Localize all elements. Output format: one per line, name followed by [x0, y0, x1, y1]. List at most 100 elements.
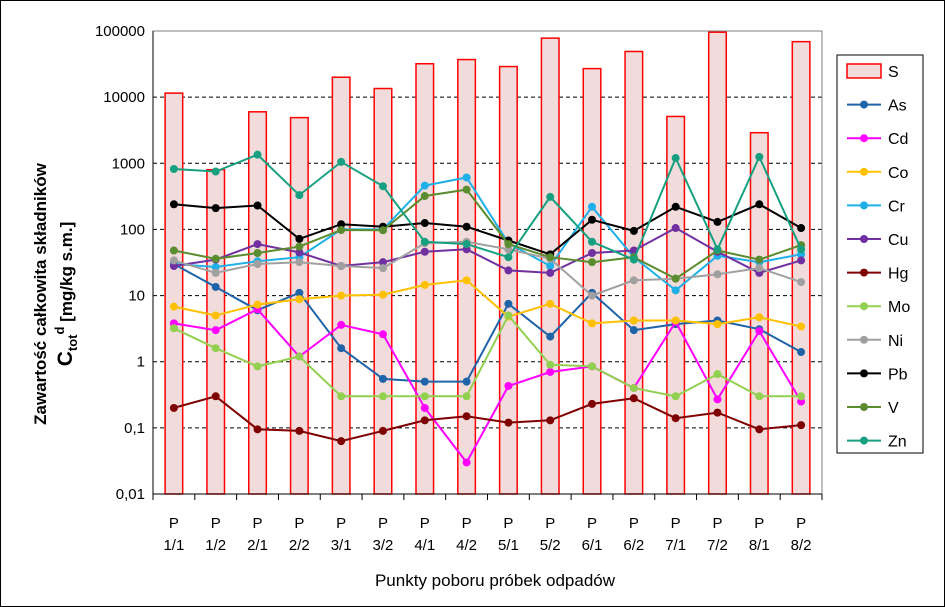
- series-point-V: [420, 192, 429, 201]
- x-tick-label-top: P: [629, 515, 639, 532]
- series-point-Ni: [295, 258, 304, 267]
- series-point-Hg: [629, 394, 638, 403]
- series-point-Hg: [253, 425, 262, 434]
- series-line-Cd: [173, 308, 802, 465]
- y-axis-title: Zawartość całkowita składników Ctotd [mg…: [31, 162, 80, 424]
- series-point-Cd: [462, 458, 471, 467]
- series-line-V: [173, 188, 802, 280]
- series-point-Mo: [629, 384, 638, 393]
- series-point-Hg: [211, 392, 220, 401]
- series-point-As: [504, 299, 513, 308]
- series-point-Cd: [211, 326, 220, 335]
- legend-label-V: V: [888, 400, 899, 417]
- series-point-Cu: [169, 261, 178, 270]
- series-point-Hg: [420, 416, 429, 425]
- series-point-Pb: [462, 222, 471, 231]
- bar-S: [331, 76, 351, 495]
- x-tick-label-top: P: [796, 515, 806, 532]
- legend-label-Cr: Cr: [888, 198, 906, 215]
- y-axis-title-line2: Ctotd [mg/kg s.m.]: [52, 222, 80, 367]
- series-point-Cu: [295, 248, 304, 257]
- bar-S: [164, 92, 184, 495]
- series-point-Mo: [588, 362, 597, 371]
- series-point-Ni: [797, 278, 806, 287]
- x-tick-label-bottom: 7/2: [707, 537, 728, 554]
- legend: S As Cd Co Cr Cu Hg Mo Ni Pb V Zn: [836, 54, 924, 454]
- series-line-Cr: [173, 176, 802, 292]
- series-line-Pb: [173, 203, 802, 256]
- series-point-Cd: [337, 320, 346, 329]
- series-point-Hg: [169, 403, 178, 412]
- legend-marker-Hg: [860, 268, 868, 277]
- x-tick-label-top: P: [336, 515, 346, 532]
- series-point-Co: [588, 319, 597, 328]
- series-point-Zn: [253, 150, 262, 159]
- series-point-V: [253, 249, 262, 258]
- series-point-Co: [755, 313, 764, 322]
- series-point-Pb: [169, 200, 178, 209]
- legend-marker-Cr: [860, 201, 868, 210]
- series-point-Ni: [588, 291, 597, 300]
- series-point-As: [629, 326, 638, 335]
- x-tick-label-bottom: 3/2: [373, 537, 394, 554]
- series-point-Hg: [378, 426, 387, 435]
- series-point-Zn: [797, 245, 806, 254]
- series-point-Co: [797, 322, 806, 331]
- series-point-Cu: [797, 256, 806, 265]
- series-point-Ni: [713, 270, 722, 279]
- legend-marker-Pb: [860, 369, 868, 378]
- series-point-Mo: [420, 392, 429, 401]
- legend-label-Pb: Pb: [888, 366, 908, 383]
- x-tick-label-top: P: [462, 515, 472, 532]
- y-axis-superscript: d: [52, 327, 67, 335]
- series-point-Hg: [588, 399, 597, 408]
- y-axis-subscript: tot: [65, 334, 80, 351]
- series-point-Pb: [420, 219, 429, 228]
- y-tick-label: 1000: [112, 155, 145, 172]
- series-point-Hg: [295, 426, 304, 435]
- legend-label-Zn: Zn: [888, 434, 907, 451]
- series-point-Mo: [755, 392, 764, 401]
- series-point-Cu: [504, 266, 513, 275]
- series-point-Pb: [211, 204, 220, 213]
- y-tick-label: 100: [120, 221, 145, 238]
- series-point-Zn: [462, 240, 471, 249]
- series-point-Mo: [504, 311, 513, 320]
- series-point-Pb: [337, 220, 346, 229]
- y-tick-label: 1: [137, 354, 145, 371]
- x-tick-label-top: P: [587, 515, 597, 532]
- x-tick-label-top: P: [294, 515, 304, 532]
- series-point-Mo: [211, 344, 220, 353]
- series-point-Mo: [546, 360, 555, 369]
- series-point-V: [211, 254, 220, 263]
- series-point-V: [588, 258, 597, 267]
- series-point-As: [378, 374, 387, 383]
- x-tick-label-bottom: 4/2: [456, 537, 477, 554]
- legend-marker-V: [860, 403, 868, 411]
- x-tick-label-top: P: [503, 515, 513, 532]
- x-tick-label-bottom: 1/2: [205, 537, 226, 554]
- series-point-Hg: [546, 416, 555, 425]
- series-point-Pb: [253, 201, 262, 210]
- series-point-Cu: [671, 224, 680, 233]
- x-tick-label-top: P: [545, 515, 555, 532]
- legend-marker-Zn: [860, 436, 868, 445]
- legend-label-Hg: Hg: [888, 266, 908, 283]
- series-point-Cu: [588, 249, 597, 258]
- x-tick-label-bottom: 5/1: [498, 537, 519, 554]
- x-tick-label-bottom: 4/1: [414, 537, 435, 554]
- series-point-Zn: [588, 237, 597, 246]
- legend-marker-Mo: [860, 302, 868, 311]
- x-tick-label-bottom: 6/1: [582, 537, 603, 554]
- series-line-Hg: [173, 395, 802, 443]
- x-tick-label-top: P: [211, 515, 221, 532]
- x-tick-label-top: P: [671, 515, 681, 532]
- legend-label-Mo: Mo: [888, 299, 910, 316]
- series-point-Cd: [755, 327, 764, 336]
- x-tick-label-bottom: 6/2: [623, 537, 644, 554]
- y-tick-label: 10000: [103, 89, 145, 106]
- series-point-Hg: [671, 414, 680, 423]
- series-point-Hg: [713, 408, 722, 417]
- series-point-Cu: [253, 240, 262, 249]
- bar-S: [624, 50, 644, 495]
